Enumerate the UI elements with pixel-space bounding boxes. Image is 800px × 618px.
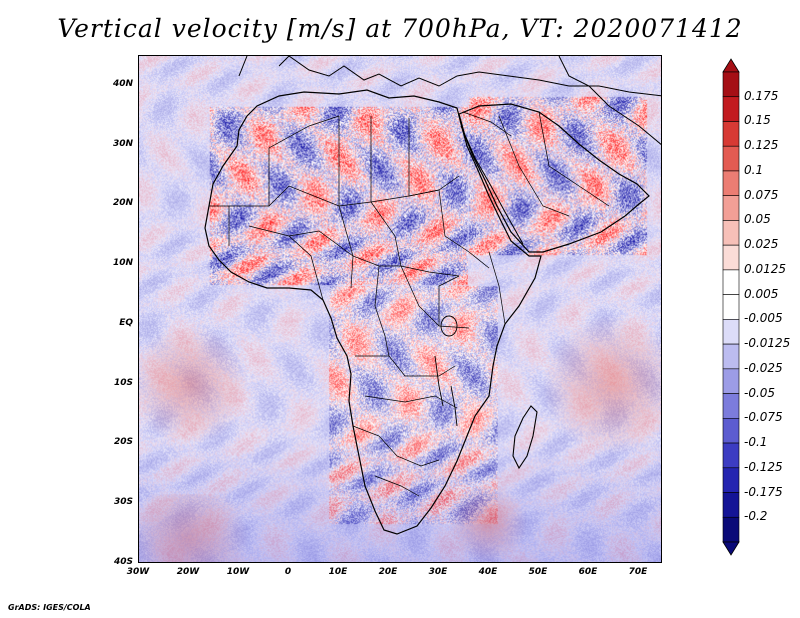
colorbar-label: 0.05 bbox=[744, 212, 771, 227]
lat-tick-40s: 40S bbox=[113, 557, 133, 567]
europe-coastline bbox=[238, 56, 661, 97]
colorbar-segment bbox=[722, 418, 740, 444]
lat-tick-30s: 30S bbox=[113, 497, 133, 507]
colorbar-label: 0.0125 bbox=[744, 261, 786, 276]
colorbar-bottom-arrow bbox=[722, 541, 740, 556]
colorbar-label: 0.15 bbox=[744, 113, 771, 128]
colorbar-label: -0.125 bbox=[744, 459, 783, 474]
lon-tick-10w: 10W bbox=[226, 567, 250, 577]
colorbar-label: -0.0125 bbox=[744, 336, 791, 351]
colorbar-label: 0.075 bbox=[744, 187, 779, 202]
lon-tick-10e: 10E bbox=[328, 567, 348, 577]
colorbar-segment bbox=[722, 393, 740, 419]
great-lakes bbox=[434, 315, 458, 427]
lon-tick-30w: 30W bbox=[126, 567, 150, 577]
lat-tick-30n: 30N bbox=[112, 139, 133, 149]
colorbar-label: 0.025 bbox=[744, 237, 779, 252]
colorbar-label: -0.005 bbox=[744, 311, 783, 326]
lon-tick-40e: 40E bbox=[478, 567, 498, 577]
map-panel bbox=[138, 55, 662, 563]
colorbar-segment bbox=[722, 121, 740, 147]
map-title: Vertical velocity [m/s] at 700hPa, VT: 2… bbox=[57, 14, 743, 43]
colorbar-label: 0.005 bbox=[744, 286, 779, 301]
lat-tick-10s: 10S bbox=[113, 378, 133, 388]
lon-tick-60e: 60E bbox=[578, 567, 598, 577]
colorbar-segment bbox=[722, 319, 740, 345]
coastlines-and-borders bbox=[204, 56, 661, 535]
lat-tick-20n: 20N bbox=[112, 198, 133, 208]
colorbar-segment bbox=[722, 195, 740, 221]
colorbar bbox=[722, 58, 740, 556]
colorbar-segment bbox=[722, 269, 740, 295]
grads-credit: GrADS: IGES/COLA bbox=[8, 603, 91, 612]
madagascar-coastline bbox=[512, 405, 538, 470]
colorbar-label: -0.175 bbox=[744, 484, 783, 499]
arabia-coastline bbox=[458, 103, 650, 253]
lat-tick-20s: 20S bbox=[113, 437, 133, 447]
colorbar-segment bbox=[722, 96, 740, 122]
colorbar-segment bbox=[722, 294, 740, 320]
colorbar-segment bbox=[722, 442, 740, 469]
iran-coastline bbox=[558, 56, 661, 145]
lon-tick-50e: 50E bbox=[528, 567, 548, 577]
africa-coastline bbox=[204, 89, 542, 535]
lon-tick-30e: 30E bbox=[428, 567, 448, 577]
lat-tick-10n: 10N bbox=[112, 258, 133, 268]
colorbar-label: 0.1 bbox=[744, 162, 764, 177]
colorbar-label: -0.05 bbox=[744, 385, 776, 400]
colorbar-segment bbox=[722, 516, 740, 543]
lat-tick-40n: 40N bbox=[112, 79, 133, 89]
lat-tick-eq: EQ bbox=[119, 318, 133, 328]
velocity-field-raster bbox=[139, 56, 661, 562]
colorbar-label: 0.125 bbox=[744, 138, 779, 153]
colorbar-label: -0.2 bbox=[744, 509, 768, 524]
red-sea-coast bbox=[460, 125, 524, 245]
colorbar-top-arrow bbox=[722, 58, 740, 73]
colorbar-segment bbox=[722, 220, 740, 246]
lon-tick-0: 0 bbox=[284, 567, 292, 577]
colorbar-segment bbox=[722, 368, 740, 394]
colorbar-label: -0.1 bbox=[744, 435, 768, 450]
lon-tick-70e: 70E bbox=[628, 567, 648, 577]
colorbar-segment bbox=[722, 244, 740, 271]
colorbar-segment bbox=[722, 71, 740, 98]
colorbar-segment bbox=[722, 492, 740, 518]
country-borders bbox=[209, 111, 610, 497]
lon-tick-20e: 20E bbox=[378, 567, 398, 577]
colorbar-label: -0.025 bbox=[744, 360, 783, 375]
colorbar-label: -0.075 bbox=[744, 410, 783, 425]
colorbar-segment bbox=[722, 170, 740, 196]
colorbar-segment bbox=[722, 467, 740, 493]
colorbar-segment bbox=[722, 343, 740, 370]
lon-tick-20w: 20W bbox=[176, 567, 200, 577]
colorbar-label: 0.175 bbox=[744, 88, 779, 103]
colorbar-segment bbox=[722, 145, 740, 172]
